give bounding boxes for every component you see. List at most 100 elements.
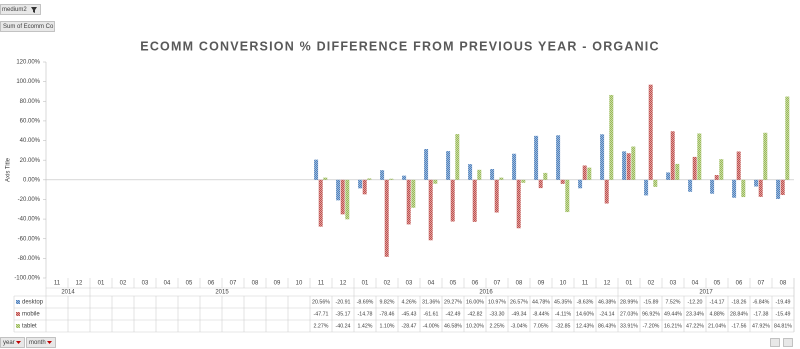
bar bbox=[565, 179, 570, 213]
table-value: -33.30 bbox=[489, 311, 504, 317]
bar bbox=[780, 179, 785, 196]
bar bbox=[582, 165, 587, 180]
table-value: 47.92% bbox=[752, 323, 770, 329]
table-value: 29.27% bbox=[444, 299, 462, 305]
y-tick-label: -100.00% bbox=[14, 276, 40, 282]
legend-key bbox=[16, 312, 20, 316]
expand-buttons[interactable] bbox=[770, 338, 793, 347]
x-tick-label: 08 bbox=[252, 281, 259, 287]
collapse-button[interactable] bbox=[783, 338, 793, 347]
table-value: -4.11% bbox=[555, 311, 572, 317]
x-tick-label: 07 bbox=[230, 281, 237, 287]
bar bbox=[587, 167, 592, 180]
bar bbox=[670, 131, 675, 180]
table-value: 26.57% bbox=[510, 299, 528, 305]
bar bbox=[604, 179, 609, 204]
button-label: Sum of Ecomm Co bbox=[3, 24, 54, 30]
table-value: -8.63% bbox=[577, 299, 594, 305]
table-value: -35.17 bbox=[335, 311, 350, 317]
bar bbox=[758, 179, 763, 197]
bar bbox=[345, 179, 350, 220]
bar bbox=[626, 153, 631, 180]
bar bbox=[648, 84, 653, 180]
bar bbox=[367, 178, 372, 180]
bar bbox=[675, 163, 680, 180]
bar bbox=[402, 175, 407, 180]
bar bbox=[714, 175, 719, 180]
bar bbox=[424, 149, 429, 180]
y-tick-label: -20.00% bbox=[18, 197, 41, 203]
bar bbox=[653, 179, 658, 187]
value-field-button[interactable]: Sum of Ecomm Co bbox=[0, 21, 55, 32]
bar bbox=[719, 159, 724, 180]
table-value: -7.20% bbox=[643, 323, 660, 329]
dropdown-arrow bbox=[47, 341, 52, 344]
y-tick-label: -40.00% bbox=[18, 217, 41, 223]
table-value: -61.61 bbox=[423, 311, 438, 317]
table-value: 4.88% bbox=[709, 311, 724, 317]
button-label: medium2 bbox=[2, 7, 27, 13]
table-value: 46.38% bbox=[598, 299, 616, 305]
table-value: -17.56 bbox=[731, 323, 746, 329]
x-tick-label: 05 bbox=[450, 281, 457, 287]
table-value: -45.43 bbox=[401, 311, 416, 317]
table-value: 12.43% bbox=[576, 323, 594, 329]
x-tick-label: 04 bbox=[692, 281, 699, 287]
table-value: -15.89 bbox=[643, 299, 658, 305]
bar bbox=[710, 179, 715, 194]
button-frame bbox=[0, 4, 41, 15]
x-tick-label: 06 bbox=[472, 281, 479, 287]
year-button[interactable]: year bbox=[0, 337, 25, 348]
bar bbox=[411, 179, 416, 208]
table-value: 23.34% bbox=[686, 311, 704, 317]
table-value: 7.52% bbox=[665, 299, 680, 305]
table-value: -78.46 bbox=[379, 311, 394, 317]
filter-button[interactable]: medium2 bbox=[0, 4, 41, 15]
table-value: -8.69% bbox=[357, 299, 374, 305]
bar bbox=[428, 179, 433, 241]
bar bbox=[323, 177, 328, 180]
legend-key bbox=[16, 300, 20, 304]
x-tick-label: 10 bbox=[296, 281, 303, 287]
x-tick-label: 12 bbox=[340, 281, 347, 287]
x-tick-label: 09 bbox=[274, 281, 281, 287]
table-value: 10.20% bbox=[466, 323, 484, 329]
bar bbox=[609, 94, 614, 180]
bar bbox=[688, 179, 693, 192]
table-value: 7.05% bbox=[533, 323, 548, 329]
bar bbox=[494, 179, 499, 213]
table-value: -17.38 bbox=[753, 311, 768, 317]
bar bbox=[450, 179, 455, 222]
table-value: 16.00% bbox=[466, 299, 484, 305]
bar bbox=[336, 179, 341, 201]
table-value: -18.26 bbox=[731, 299, 746, 305]
bar bbox=[754, 179, 759, 187]
x-tick-label: 08 bbox=[516, 281, 523, 287]
y-tick-label: 40.00% bbox=[20, 138, 41, 144]
table-value: 27.03% bbox=[620, 311, 638, 317]
x-tick-label: 12 bbox=[76, 281, 83, 287]
button-frame bbox=[26, 337, 56, 348]
x-tick-label: 02 bbox=[648, 281, 655, 287]
table-value: 21.04% bbox=[708, 323, 726, 329]
bar bbox=[468, 164, 473, 180]
bar bbox=[516, 179, 521, 229]
y-tick-label: 120.00% bbox=[16, 60, 40, 66]
x-tick-label: 01 bbox=[362, 281, 369, 287]
bar bbox=[490, 169, 495, 180]
dropdown-arrow bbox=[16, 341, 21, 344]
table-value: -32.85 bbox=[555, 323, 570, 329]
expand-button[interactable] bbox=[770, 338, 780, 347]
bar bbox=[477, 169, 482, 180]
bar bbox=[389, 178, 394, 180]
x-tick-label: 09 bbox=[538, 281, 545, 287]
table-value: 2.27% bbox=[313, 323, 328, 329]
bar bbox=[776, 179, 781, 199]
y-axis-title: Axis Title bbox=[6, 157, 12, 182]
y-tick-label: 0.00% bbox=[23, 177, 41, 183]
x-tick-label: 02 bbox=[120, 281, 127, 287]
month-button[interactable]: month bbox=[26, 337, 56, 348]
table-value: 28.99% bbox=[620, 299, 638, 305]
button-frame bbox=[0, 21, 55, 32]
